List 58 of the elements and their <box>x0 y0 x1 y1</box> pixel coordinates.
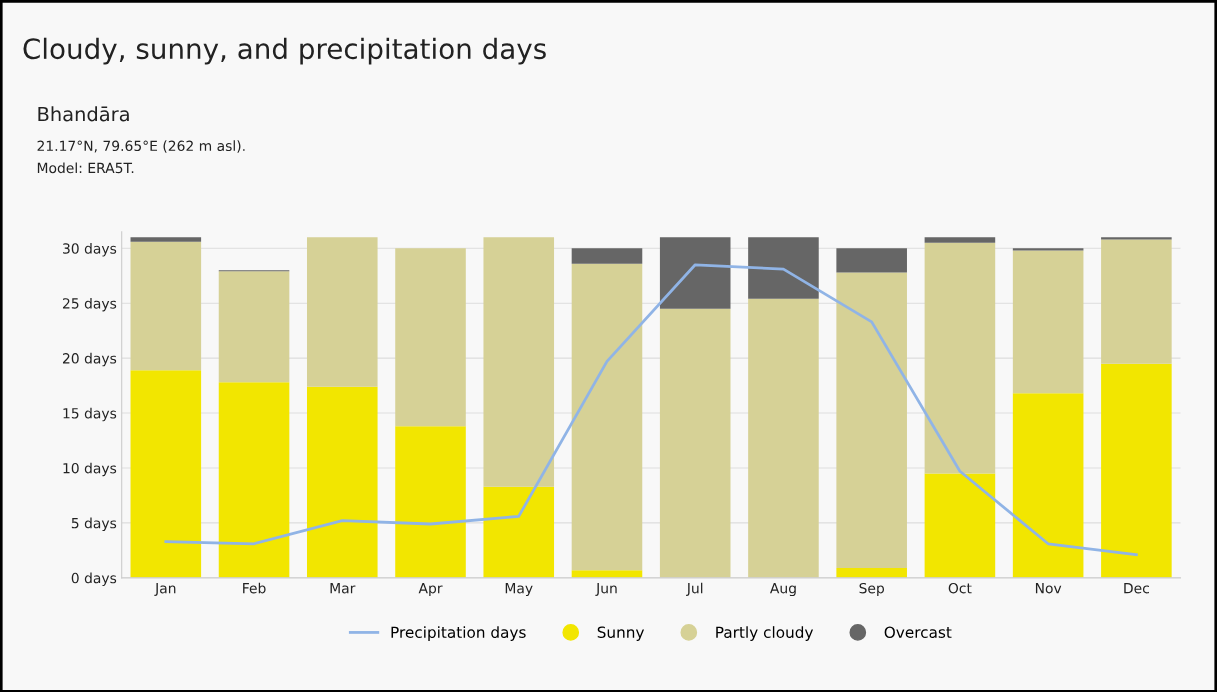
bar <box>571 570 643 578</box>
bar <box>924 237 996 243</box>
bar <box>395 426 466 578</box>
bar <box>1012 250 1084 394</box>
bar <box>748 237 819 299</box>
text: 21.17°N, 79.65°E (262 m asl). <box>37 140 245 153</box>
x-tick-label: Oct <box>948 582 972 594</box>
bar <box>571 263 643 571</box>
legend-label: Partly cloudy <box>716 626 814 641</box>
y-tick-label: 5 days <box>71 517 117 532</box>
x-tick-label: Jun <box>595 583 617 597</box>
bar <box>836 567 907 578</box>
bar <box>1012 248 1084 251</box>
x-tick-label: Apr <box>418 583 443 597</box>
bar <box>924 242 996 474</box>
bar <box>130 241 202 371</box>
chart-subtitle: Bhandāra <box>38 106 129 122</box>
bar <box>306 237 378 387</box>
y-tick-label: 25 days <box>62 297 117 312</box>
bar <box>395 248 466 427</box>
x-tick-label: Nov <box>1035 583 1062 594</box>
x-tick-label: Mar <box>330 583 356 594</box>
x-tick-label: Jul <box>686 582 703 597</box>
y-tick-label: 30 days <box>63 243 117 257</box>
bar <box>836 272 907 568</box>
legend-label: Overcast <box>884 626 952 638</box>
x-tick-label: Dec <box>1124 583 1149 594</box>
bar <box>1101 363 1172 578</box>
legend-label: Sunny <box>597 626 645 641</box>
bar <box>748 298 819 578</box>
bar <box>218 271 290 383</box>
x-tick-label: Sep <box>859 582 884 597</box>
bar <box>483 237 555 487</box>
y-tick-label: 20 days <box>62 352 117 367</box>
bar <box>1101 237 1172 240</box>
x-tick-label: May <box>505 583 533 597</box>
bar <box>130 237 202 242</box>
x-tick-label: Feb <box>243 582 266 594</box>
bar <box>130 370 202 578</box>
y-tick-label: 15 days <box>63 407 117 422</box>
bar <box>659 237 731 309</box>
y-tick-label: 0 days <box>71 572 117 586</box>
line-series <box>164 263 1138 557</box>
bar <box>1012 393 1084 578</box>
bar <box>483 486 555 578</box>
bar <box>659 308 731 578</box>
y-tick-label: 10 days <box>63 462 117 477</box>
x-tick-label: Aug <box>769 583 796 597</box>
bar <box>924 473 996 578</box>
x-tick-label: Jan <box>154 583 176 597</box>
bar <box>571 248 643 264</box>
text: Model: ERA5T. <box>37 162 134 174</box>
bar <box>1101 239 1172 364</box>
legend-label: Precipitation days <box>391 626 526 641</box>
bar <box>836 248 907 273</box>
bar <box>306 386 378 578</box>
chart-title: Cloudy, sunny, and precipitation days <box>23 37 546 65</box>
bar <box>218 382 290 578</box>
